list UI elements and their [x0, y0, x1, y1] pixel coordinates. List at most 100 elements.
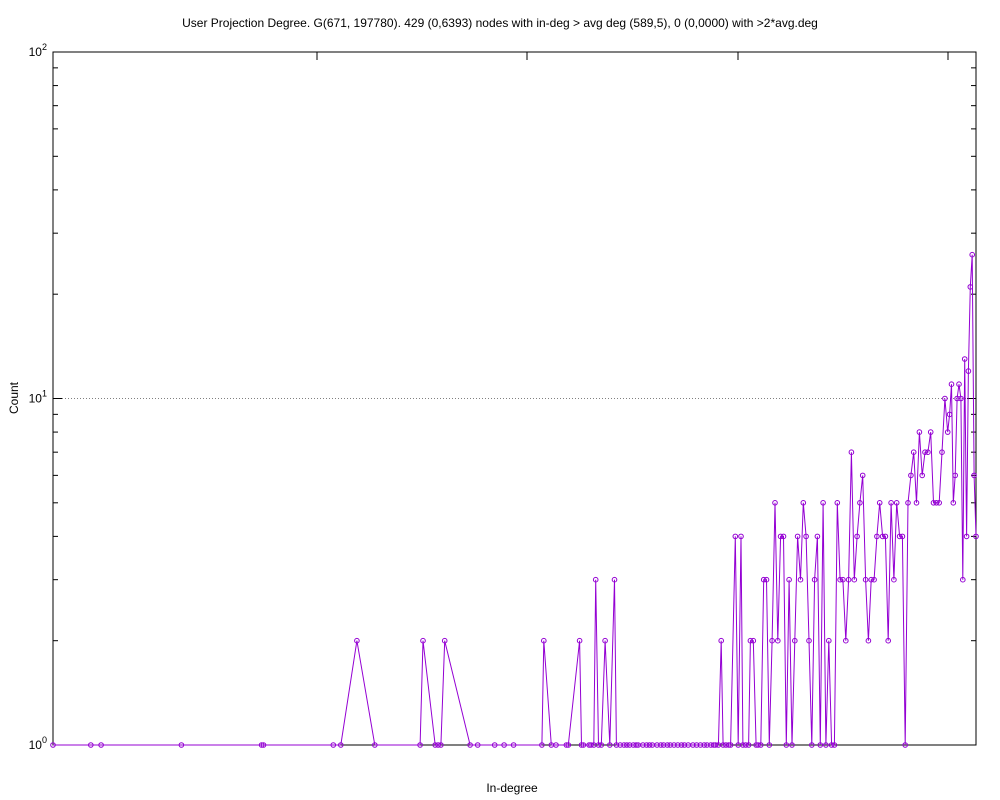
- data-point: [809, 742, 815, 748]
- data-point: [930, 500, 937, 506]
- data-point: [681, 742, 688, 748]
- data-point: [613, 742, 620, 748]
- data-point: [879, 533, 886, 540]
- data-point: [258, 742, 265, 748]
- data-point: [671, 742, 677, 748]
- data-point: [973, 533, 979, 540]
- data-point: [607, 742, 613, 748]
- data-point: [919, 472, 926, 479]
- data-point: [50, 742, 56, 748]
- data-point: [840, 576, 846, 583]
- data-point: [954, 395, 960, 402]
- data-point: [908, 472, 914, 479]
- data-point: [885, 637, 892, 644]
- data-point: [675, 742, 681, 748]
- data-point: [660, 742, 667, 748]
- data-point: [595, 742, 602, 748]
- y-tick-exponent: 2: [42, 42, 47, 52]
- data-point: [438, 742, 444, 748]
- data-point: [435, 742, 441, 748]
- data-point: [803, 533, 809, 540]
- data-point: [563, 742, 570, 748]
- data-point: [826, 637, 832, 644]
- data-point: [720, 742, 726, 748]
- data-point: [925, 449, 931, 456]
- data-point: [865, 637, 872, 644]
- data-point: [888, 500, 894, 506]
- data-point: [905, 500, 911, 506]
- data-point: [338, 742, 344, 748]
- data-point: [857, 500, 863, 506]
- data-point: [891, 576, 897, 583]
- data-point: [831, 742, 838, 748]
- data-point: [783, 742, 790, 748]
- data-point: [354, 637, 360, 644]
- data-point: [88, 742, 94, 748]
- x-axis-label: In-degree: [486, 781, 538, 795]
- data-point: [874, 533, 880, 540]
- data-point: [848, 449, 855, 456]
- data-point: [690, 742, 696, 748]
- series-layer: [50, 251, 979, 748]
- data-point: [882, 533, 889, 540]
- data-point: [611, 576, 618, 583]
- data-point: [851, 576, 858, 583]
- data-point: [553, 742, 559, 748]
- y-tick-label: 102: [29, 42, 47, 59]
- data-point: [859, 472, 866, 479]
- data-point: [718, 637, 725, 644]
- y-tick-base: 10: [29, 392, 43, 406]
- data-point: [811, 576, 818, 583]
- data-point: [854, 533, 860, 540]
- data-point: [913, 500, 920, 506]
- data-point: [786, 576, 792, 583]
- data-point: [701, 742, 708, 748]
- data-point: [491, 742, 498, 748]
- data-point: [178, 742, 185, 748]
- data-point: [565, 742, 572, 748]
- data-point: [643, 742, 650, 748]
- data-point: [939, 449, 945, 456]
- y-tick-exponent: 1: [42, 389, 47, 399]
- data-point: [823, 742, 829, 748]
- data-point: [792, 637, 798, 644]
- data-point: [910, 449, 917, 456]
- data-point: [789, 742, 795, 748]
- data-point: [576, 637, 583, 644]
- data-point: [922, 449, 928, 456]
- data-point: [755, 742, 761, 748]
- data-point: [916, 429, 923, 435]
- data-point: [800, 500, 807, 506]
- data-point: [843, 637, 849, 644]
- data-point: [927, 429, 934, 435]
- data-point: [738, 533, 744, 540]
- data-point: [902, 742, 909, 748]
- data-point: [780, 533, 787, 540]
- data-point: [948, 381, 955, 388]
- data-point: [944, 429, 951, 435]
- data-point: [260, 742, 267, 748]
- data-point: [814, 533, 821, 540]
- chart-title: User Projection Degree. G(671, 197780). …: [182, 16, 818, 30]
- data-point: [834, 500, 841, 506]
- data-point: [845, 576, 852, 583]
- data-point: [893, 500, 900, 506]
- data-point: [541, 637, 547, 644]
- data-point: [760, 576, 767, 583]
- data-point: [539, 742, 545, 748]
- data-point: [871, 576, 877, 583]
- data-point: [946, 411, 953, 418]
- data-point: [693, 742, 700, 748]
- data-point: [862, 576, 869, 583]
- data-point: [626, 742, 633, 748]
- data-point: [588, 742, 594, 748]
- data-point: [725, 742, 732, 748]
- data-point: [372, 742, 378, 748]
- data-point: [602, 637, 608, 644]
- y-tick-label: 101: [29, 389, 47, 406]
- data-point: [732, 533, 739, 540]
- data-point: [658, 742, 664, 748]
- data-point: [98, 742, 104, 748]
- data-point: [769, 637, 775, 644]
